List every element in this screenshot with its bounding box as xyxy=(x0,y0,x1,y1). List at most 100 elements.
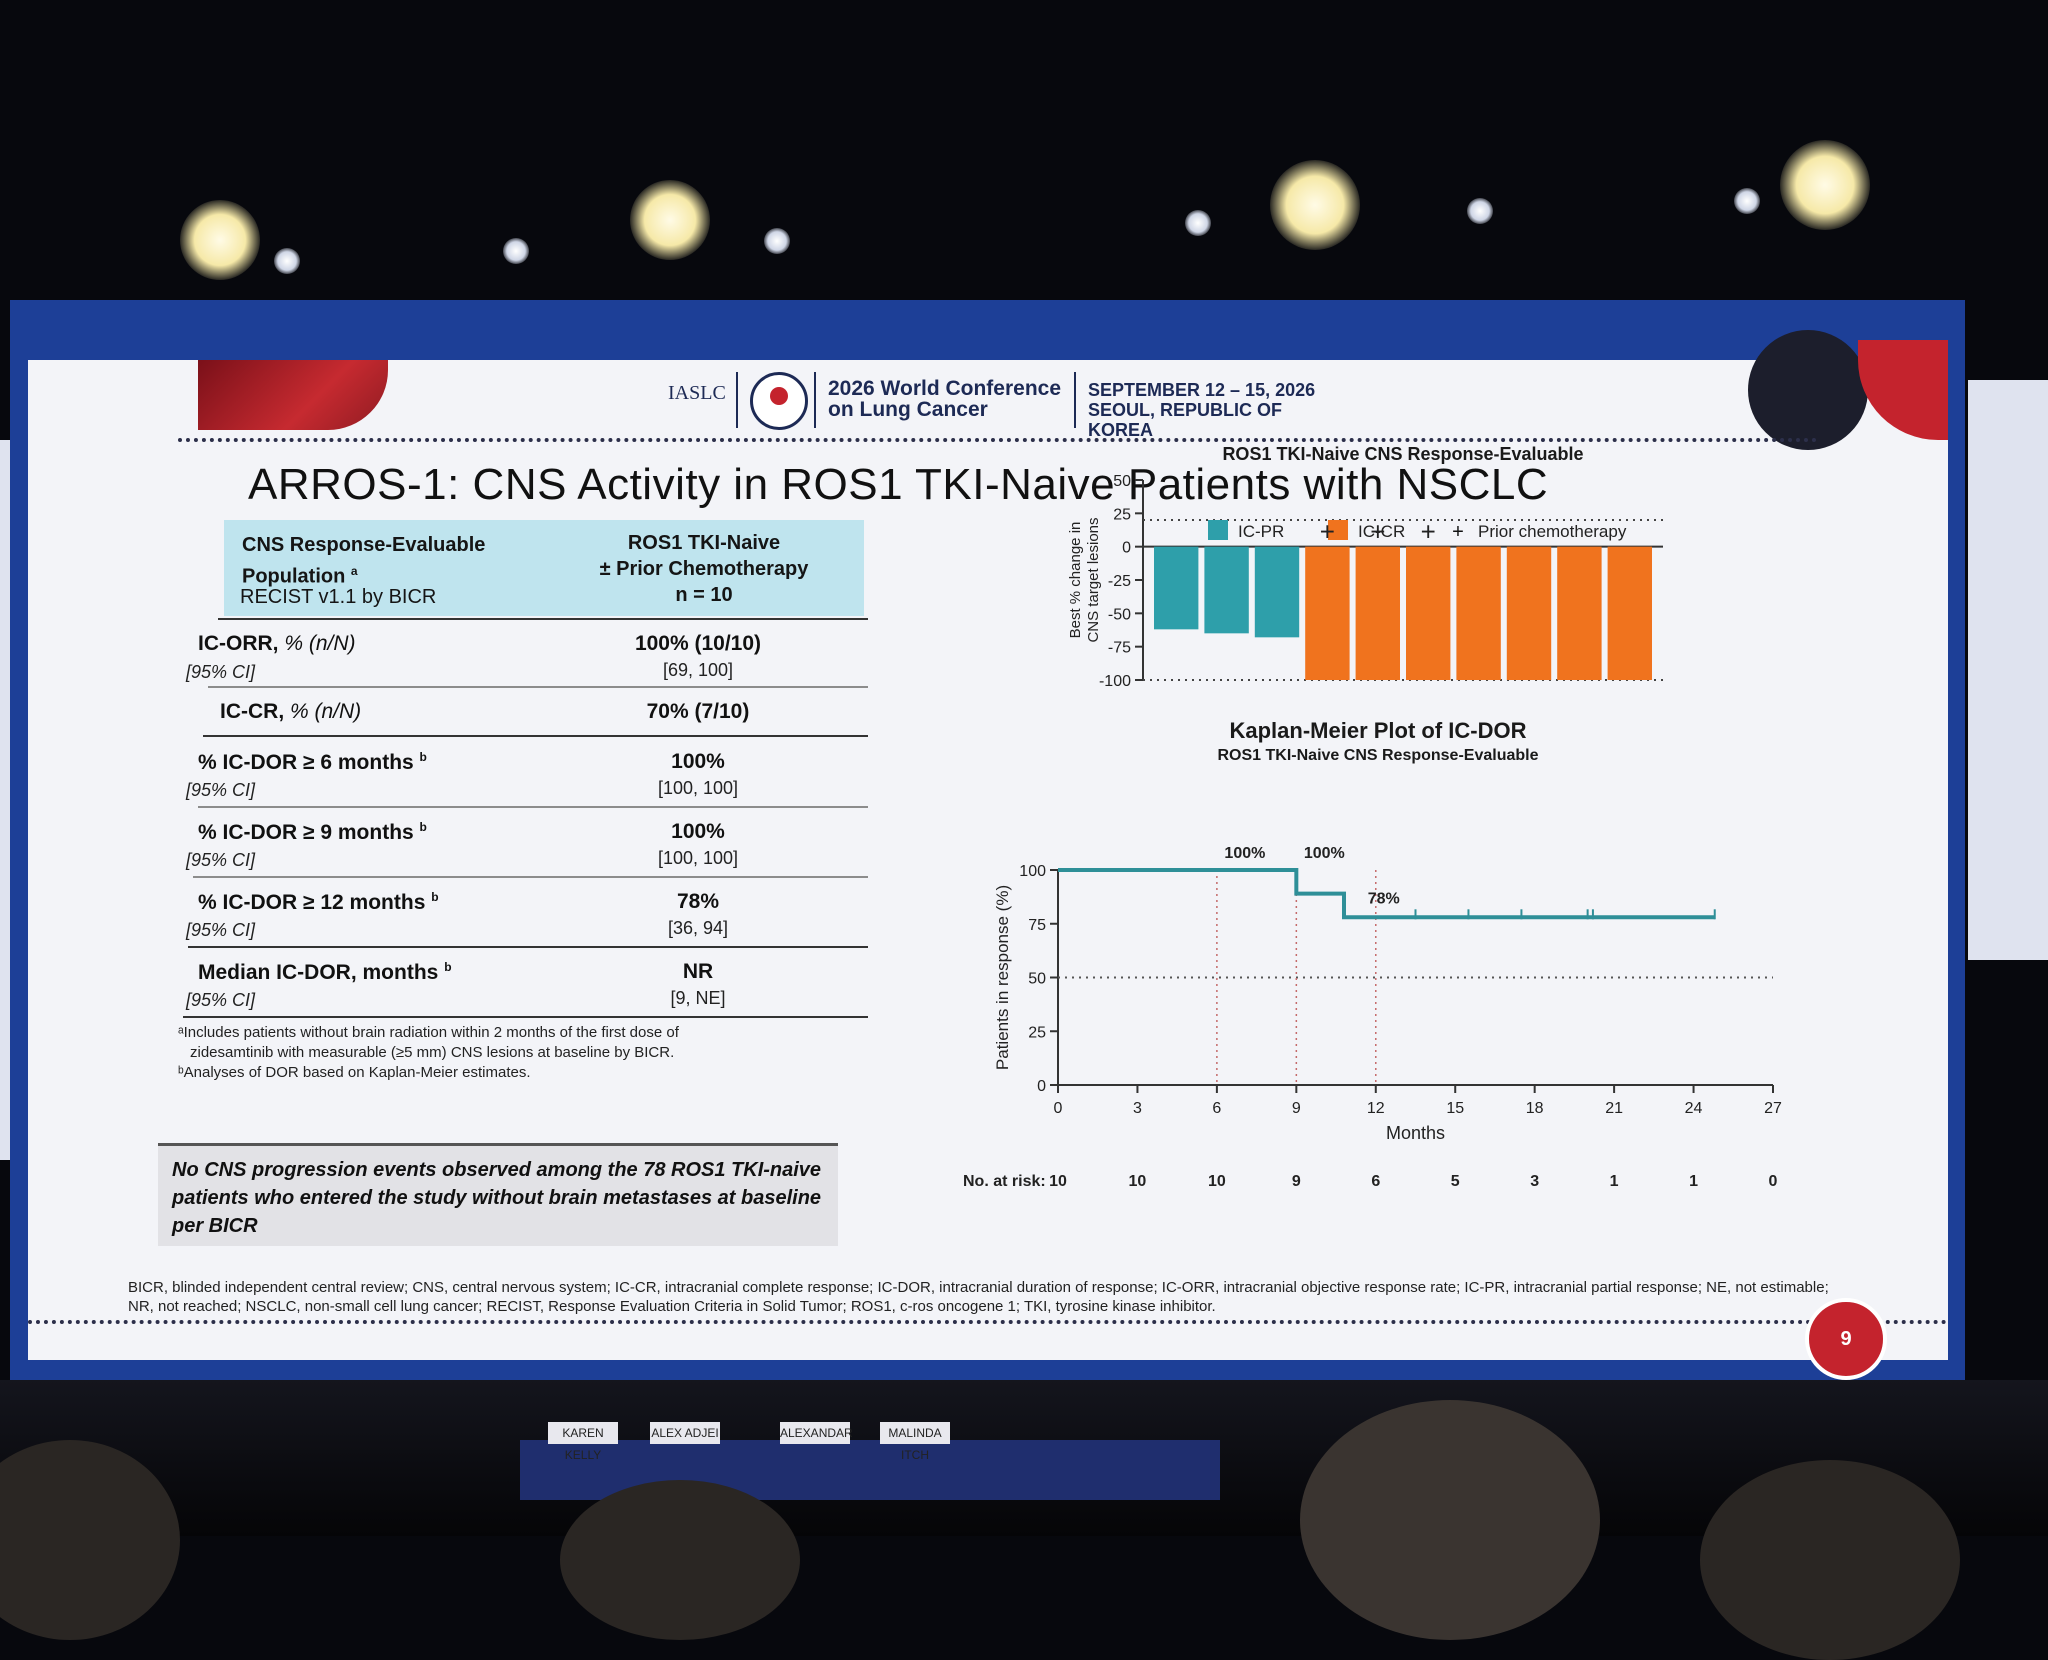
table-rule xyxy=(198,806,868,808)
nameplate: KAREN KELLY xyxy=(548,1422,618,1462)
table-header-cohort-line2: ± Prior Chemotherapy xyxy=(599,558,809,580)
footnote-marker: a xyxy=(350,564,358,578)
row-value: 100% (10/10) xyxy=(634,632,762,655)
footnote-marker: b xyxy=(444,960,452,974)
waterfall-y-tick-label: -100 xyxy=(1099,673,1131,690)
row-label-text: % IC-DOR ≥ 9 months xyxy=(198,821,414,844)
km-annotation: 100% xyxy=(1304,845,1345,862)
row-range: [69, 100] xyxy=(662,660,734,680)
table-rule xyxy=(193,876,868,878)
row-label-unit: % (n/N) xyxy=(284,700,362,723)
header-dotted-rule xyxy=(178,438,1818,442)
audience-head xyxy=(560,1480,800,1640)
slide-header-band: IASLC 2026 World Conference on Lung Canc… xyxy=(28,330,1948,450)
km-at-risk-value: 10 xyxy=(1129,1173,1147,1190)
waterfall-bar xyxy=(1456,546,1501,680)
legend-swatch xyxy=(1328,520,1348,540)
page-number: 9 xyxy=(1805,1298,1887,1380)
conference-title: 2026 World Conference on Lung Cancer xyxy=(828,378,1068,420)
waterfall-chart: ROS1 TKI-Naive CNS Response-Evaluable 50 2… xyxy=(1067,444,1663,690)
km-y-tick-label: 25 xyxy=(1028,1024,1046,1041)
slide-title: ARROS-1: CNS Activity in ROS1 TKI-Naive … xyxy=(248,460,1549,509)
row-range: [9, NE] xyxy=(670,988,726,1008)
km-at-risk-value: 5 xyxy=(1451,1173,1460,1190)
waterfall-y-axis-label-line2: CNS target lesions xyxy=(1085,517,1102,642)
row-label: IC-ORR, % (n/N) xyxy=(198,632,356,656)
conference-dates: SEPTEMBER 12 – 15, 2026 SEOUL, REPUBLIC … xyxy=(1088,380,1348,440)
audience-head xyxy=(1300,1400,1600,1640)
km-at-risk-value: 10 xyxy=(1208,1173,1226,1190)
km-survival-line xyxy=(1058,868,1715,920)
charts-area: ROS1 TKI-Naive CNS Response-Evaluable502… xyxy=(963,444,1782,1190)
row-label-text: IC-CR, xyxy=(220,700,285,723)
waterfall-y-tick-label: -75 xyxy=(1108,640,1131,657)
kaplan-meier-chart: Kaplan-Meier Plot of IC-DOR ROS1 TKI-Naiv… xyxy=(963,718,1782,1190)
waterfall-bar xyxy=(1305,546,1350,680)
ceiling-light xyxy=(630,180,710,260)
callout-text: No CNS progression events observed among… xyxy=(172,1159,822,1237)
iaslc-logo: IASLC xyxy=(668,382,726,404)
row-range: [100, 100] xyxy=(657,778,739,798)
spot-light xyxy=(1467,198,1493,224)
km-x-tick-label: 15 xyxy=(1446,1100,1464,1117)
row-ci-label: [95% CI] xyxy=(186,780,256,800)
waterfall-y-axis-label: Best % change inCNS target lesions xyxy=(1067,517,1102,642)
legend-label: IC-CR xyxy=(1358,522,1405,541)
table-rule xyxy=(183,1016,868,1018)
km-x-tick-label: 24 xyxy=(1685,1100,1703,1117)
ceiling-light xyxy=(180,200,260,280)
conference-title-line1: 2026 World Conference xyxy=(828,377,1062,400)
km-at-risk-value: 0 xyxy=(1769,1173,1778,1190)
row-ci-label: [95% CI] xyxy=(186,920,256,940)
header-divider xyxy=(736,372,738,428)
km-x-tick-label: 6 xyxy=(1212,1100,1221,1117)
row-label: % IC-DOR ≥ 6 months b xyxy=(198,750,427,775)
km-y-tick-label: 100 xyxy=(1019,863,1046,880)
km-at-risk-value: 10 xyxy=(1049,1173,1067,1190)
conference-seal-logo xyxy=(750,372,808,430)
conference-title-line2: on Lung Cancer xyxy=(828,398,988,421)
waterfall-bar xyxy=(1506,546,1552,680)
header-divider xyxy=(1074,372,1076,428)
footer-dotted-rule xyxy=(28,1320,1948,1324)
legend-marker: + xyxy=(1452,521,1464,543)
row-value: 100% xyxy=(671,820,725,843)
row-range: [36, 94] xyxy=(667,918,729,938)
legend-label: IC-PR xyxy=(1238,522,1284,541)
city-banner-decoration xyxy=(198,360,388,430)
waterfall-bar xyxy=(1204,546,1249,634)
footnote-marker: b xyxy=(431,890,439,904)
footnote-a-line2: zidesamtinib with measurable (≥5 mm) CNS… xyxy=(190,1044,675,1061)
km-x-tick-label: 3 xyxy=(1133,1100,1142,1117)
prior-chemo-marker: + xyxy=(1320,517,1335,547)
waterfall-y-tick-label: 0 xyxy=(1122,540,1131,557)
row-label: % IC-DOR ≥ 9 months b xyxy=(198,820,427,845)
km-x-tick-label: 9 xyxy=(1292,1100,1301,1117)
km-subtitle: ROS1 TKI-Naive CNS Response-Evaluable xyxy=(1218,747,1539,764)
table-header-population: CNS Response-Evaluable Population a xyxy=(242,532,522,590)
side-screen-right xyxy=(1968,380,2048,960)
table-header-cohort-line1: ROS1 TKI-Naive xyxy=(627,532,781,554)
waterfall-y-axis-label-line1: Best % change in xyxy=(1067,522,1084,639)
table-header-cohort: ROS1 TKI-Naive ± Prior Chemotherapy n = … xyxy=(554,530,854,608)
nameplate: MALINDA ITCH xyxy=(880,1422,950,1462)
waterfall-y-tick-label: 50 xyxy=(1113,473,1131,490)
table-header-population-line1: CNS Response-Evaluable xyxy=(242,534,486,556)
km-y-tick-label: 50 xyxy=(1028,971,1046,988)
km-at-risk-value: 3 xyxy=(1530,1173,1539,1190)
waterfall-bar xyxy=(1254,546,1300,638)
row-label: Median IC-DOR, months b xyxy=(198,960,452,985)
km-x-tick-label: 0 xyxy=(1054,1100,1063,1117)
conference-location: SEOUL, REPUBLIC OF KOREA xyxy=(1088,400,1283,440)
table-rule xyxy=(203,735,868,737)
table-header-population-line2: Population xyxy=(242,565,346,588)
waterfall-bar xyxy=(1355,546,1400,680)
legend-label: Prior chemotherapy xyxy=(1478,522,1627,541)
table-header-criteria: RECIST v1.1 by BICR xyxy=(240,586,437,608)
row-value: NR xyxy=(682,960,714,983)
nameplate: ALEXANDAR xyxy=(780,1422,853,1444)
km-annotation: 78% xyxy=(1368,890,1400,907)
km-at-risk-value: 1 xyxy=(1610,1173,1619,1190)
km-x-tick-label: 18 xyxy=(1526,1100,1544,1117)
prior-chemo-marker: + xyxy=(1421,517,1436,547)
